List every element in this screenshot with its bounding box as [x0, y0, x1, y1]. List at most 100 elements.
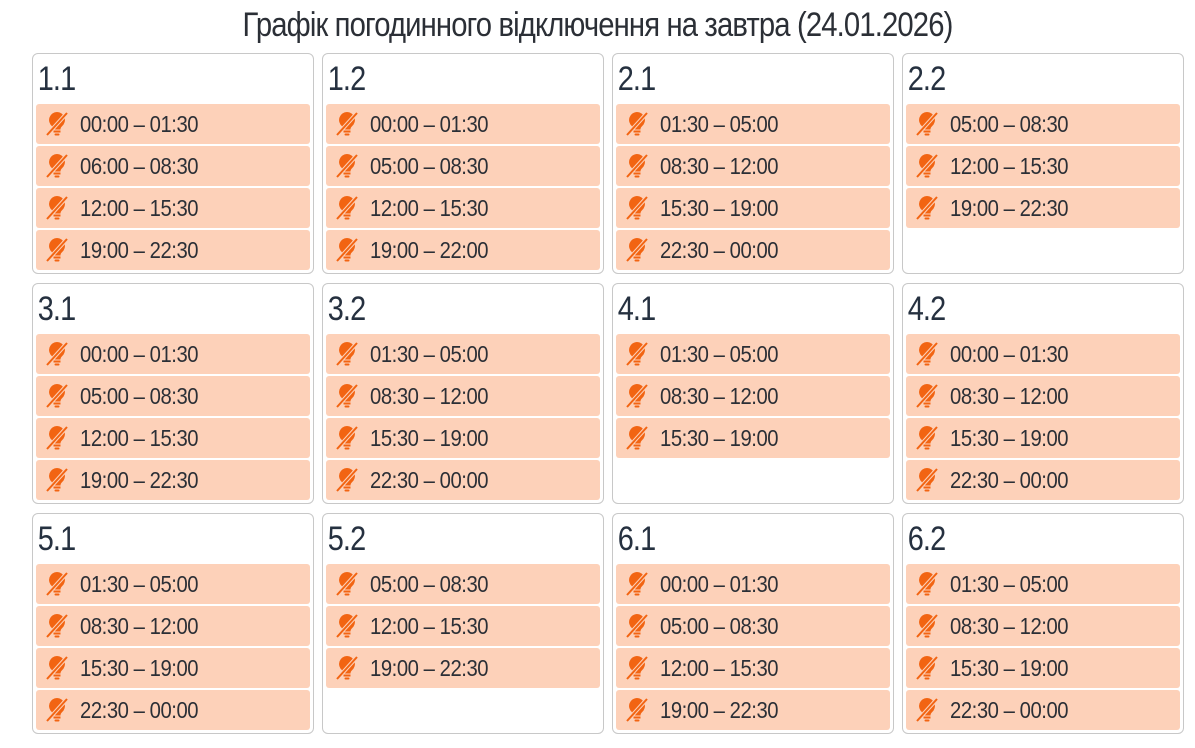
lightbulb-off-icon: [45, 467, 69, 493]
slot-time: 15:30 – 19:00: [950, 424, 1069, 451]
lightbulb-off-icon: [335, 571, 359, 597]
lightbulb-off-icon: [625, 237, 649, 263]
lightbulb-off-icon: [915, 571, 939, 597]
lightbulb-off-icon: [335, 425, 359, 451]
lightbulb-off-icon: [625, 111, 649, 137]
lightbulb-off-icon: [915, 383, 939, 409]
lightbulb-off-icon: [915, 697, 939, 723]
slot-time: 22:30 – 00:00: [80, 696, 199, 723]
lightbulb-off-icon: [45, 195, 69, 221]
lightbulb-off-icon: [45, 613, 69, 639]
group-card: 4.1 01:30 – 05:00 08:30 – 12:00 15:30 – 19:…: [612, 283, 894, 504]
group-title: 4.2: [907, 290, 946, 328]
outage-slot: 19:00 – 22:30: [326, 648, 600, 688]
group-title: 1.1: [37, 60, 76, 98]
slot-time: 22:30 – 00:00: [950, 466, 1069, 493]
outage-slot: 12:00 – 15:30: [616, 648, 890, 688]
lightbulb-off-icon: [915, 467, 939, 493]
outage-slot: 06:00 – 08:30: [36, 146, 310, 186]
group-card: 3.2 01:30 – 05:00 08:30 – 12:00 15:30 – 19:…: [322, 283, 604, 504]
lightbulb-off-icon: [335, 195, 359, 221]
outage-slot: 19:00 – 22:30: [36, 460, 310, 500]
slot-time: 22:30 – 00:00: [370, 466, 489, 493]
group-title: 6.1: [617, 520, 656, 558]
slot-time: 12:00 – 15:30: [370, 194, 489, 221]
slot-time: 19:00 – 22:30: [660, 696, 779, 723]
lightbulb-off-icon: [915, 425, 939, 451]
slot-time: 05:00 – 08:30: [370, 570, 489, 597]
group-title: 5.2: [327, 520, 366, 558]
outage-slot: 01:30 – 05:00: [326, 334, 600, 374]
group-card: 6.2 01:30 – 05:00 08:30 – 12:00 15:30 – 19:…: [902, 513, 1184, 734]
outage-slot: 19:00 – 22:30: [36, 230, 310, 270]
outage-slot: 08:30 – 12:00: [36, 606, 310, 646]
slot-time: 12:00 – 15:30: [80, 424, 199, 451]
outage-slot: 01:30 – 05:00: [616, 104, 890, 144]
outage-slot: 01:30 – 05:00: [36, 564, 310, 604]
outage-slot: 22:30 – 00:00: [326, 460, 600, 500]
lightbulb-off-icon: [45, 655, 69, 681]
outage-slot: 12:00 – 15:30: [326, 606, 600, 646]
slot-time: 01:30 – 05:00: [950, 570, 1069, 597]
group-title: 3.2: [327, 290, 366, 328]
lightbulb-off-icon: [335, 655, 359, 681]
slot-time: 12:00 – 15:30: [660, 654, 779, 681]
group-title: 5.1: [37, 520, 76, 558]
lightbulb-off-icon: [625, 655, 649, 681]
group-card: 1.1 00:00 – 01:30 06:00 – 08:30 12:00 – 15:…: [32, 53, 314, 274]
slot-time: 08:30 – 12:00: [370, 382, 489, 409]
group-card: 6.1 00:00 – 01:30 05:00 – 08:30 12:00 – 15:…: [612, 513, 894, 734]
lightbulb-off-icon: [915, 153, 939, 179]
group-card: 2.2 05:00 – 08:30 12:00 – 15:30 19:00 – 22:…: [902, 53, 1184, 274]
slot-time: 08:30 – 12:00: [950, 612, 1069, 639]
slot-time: 00:00 – 01:30: [950, 340, 1069, 367]
outage-slot: 08:30 – 12:00: [906, 376, 1180, 416]
lightbulb-off-icon: [45, 153, 69, 179]
lightbulb-off-icon: [625, 425, 649, 451]
slot-time: 15:30 – 19:00: [80, 654, 199, 681]
lightbulb-off-icon: [45, 341, 69, 367]
slot-time: 12:00 – 15:30: [950, 152, 1069, 179]
group-title: 3.1: [37, 290, 76, 328]
lightbulb-off-icon: [335, 613, 359, 639]
slot-time: 08:30 – 12:00: [660, 152, 779, 179]
slot-time: 01:30 – 05:00: [80, 570, 199, 597]
outage-slot: 05:00 – 08:30: [36, 376, 310, 416]
outage-slot: 08:30 – 12:00: [616, 376, 890, 416]
lightbulb-off-icon: [625, 697, 649, 723]
slot-time: 19:00 – 22:30: [80, 466, 199, 493]
lightbulb-off-icon: [335, 153, 359, 179]
outage-slot: 15:30 – 19:00: [616, 418, 890, 458]
outage-slot: 05:00 – 08:30: [326, 146, 600, 186]
outage-slot: 22:30 – 00:00: [36, 690, 310, 730]
slot-time: 06:00 – 08:30: [80, 152, 199, 179]
schedule-grid: 1.1 00:00 – 01:30 06:00 – 08:30 12:00 – 15:…: [32, 53, 1184, 734]
slot-time: 15:30 – 19:00: [950, 654, 1069, 681]
group-title: 1.2: [327, 60, 366, 98]
outage-slot: 00:00 – 01:30: [906, 334, 1180, 374]
lightbulb-off-icon: [45, 237, 69, 263]
slot-time: 22:30 – 00:00: [660, 236, 779, 263]
slot-time: 22:30 – 00:00: [950, 696, 1069, 723]
group-title: 2.2: [907, 60, 946, 98]
outage-slot: 05:00 – 08:30: [326, 564, 600, 604]
slot-time: 00:00 – 01:30: [80, 340, 199, 367]
slot-time: 12:00 – 15:30: [80, 194, 199, 221]
group-card: 2.1 01:30 – 05:00 08:30 – 12:00 15:30 – 19:…: [612, 53, 894, 274]
slot-time: 05:00 – 08:30: [80, 382, 199, 409]
group-title: 6.2: [907, 520, 946, 558]
lightbulb-off-icon: [915, 195, 939, 221]
outage-slot: 01:30 – 05:00: [906, 564, 1180, 604]
lightbulb-off-icon: [335, 341, 359, 367]
group-title: 2.1: [617, 60, 656, 98]
slot-time: 08:30 – 12:00: [950, 382, 1069, 409]
outage-slot: 19:00 – 22:30: [906, 188, 1180, 228]
outage-slot: 08:30 – 12:00: [616, 146, 890, 186]
slot-time: 00:00 – 01:30: [370, 110, 489, 137]
lightbulb-off-icon: [625, 571, 649, 597]
outage-slot: 12:00 – 15:30: [906, 146, 1180, 186]
group-card: 5.1 01:30 – 05:00 08:30 – 12:00 15:30 – 19:…: [32, 513, 314, 734]
lightbulb-off-icon: [335, 383, 359, 409]
lightbulb-off-icon: [45, 697, 69, 723]
outage-slot: 00:00 – 01:30: [616, 564, 890, 604]
